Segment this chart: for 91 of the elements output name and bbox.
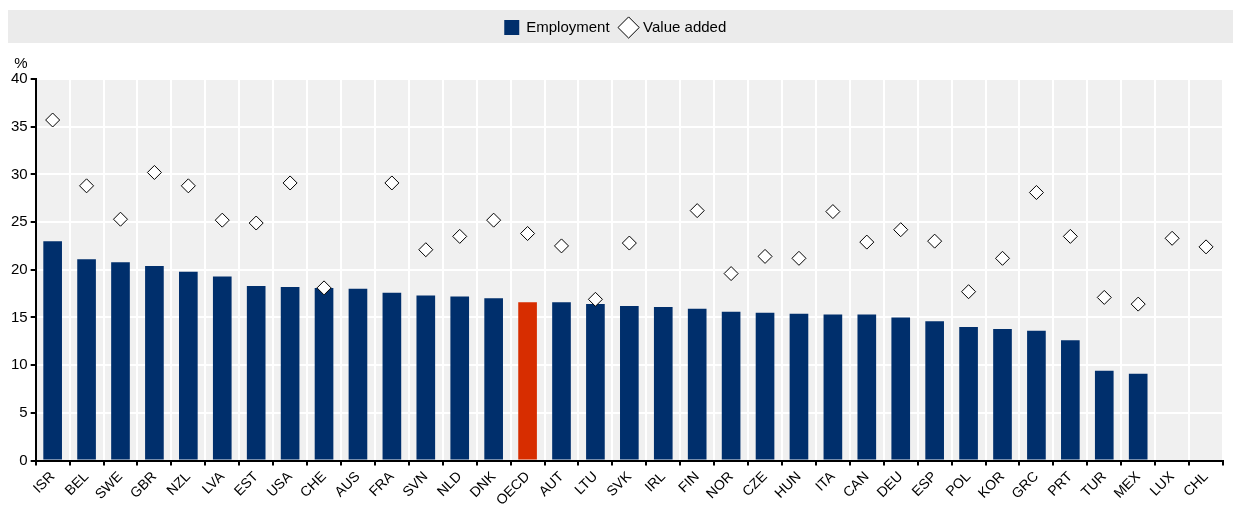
point — [893, 222, 909, 238]
y-tick-label: 25 — [11, 212, 28, 230]
bar — [348, 288, 368, 460]
point — [1198, 239, 1214, 255]
point — [1164, 230, 1180, 246]
bar — [721, 311, 741, 460]
bar — [246, 285, 266, 460]
legend-label: Value added — [643, 17, 727, 35]
point — [1130, 296, 1146, 312]
point — [961, 284, 977, 300]
bar — [1061, 340, 1080, 460]
x-tick-label: NZL — [163, 467, 194, 499]
bar — [993, 328, 1012, 460]
bar — [891, 317, 911, 460]
point — [791, 250, 807, 266]
legend-label: Employment — [526, 17, 611, 35]
y-tick-label: 10 — [11, 355, 28, 373]
x-tick-label: FIN — [674, 468, 703, 496]
bar — [43, 241, 62, 460]
point — [1096, 289, 1112, 305]
bar — [518, 302, 537, 460]
point — [587, 291, 603, 307]
point — [248, 215, 264, 231]
point — [825, 204, 841, 220]
point — [146, 164, 162, 180]
point — [520, 226, 536, 242]
point — [927, 233, 943, 249]
y-tick-label: 35 — [11, 116, 28, 134]
point — [316, 280, 332, 296]
x-tick-label: USA — [263, 467, 296, 500]
y-tick-label: 5 — [19, 402, 28, 420]
bar — [111, 262, 130, 460]
x-tick-label: ISR — [29, 468, 58, 496]
point — [621, 235, 637, 251]
bar — [552, 302, 571, 460]
bar — [314, 287, 334, 460]
point — [79, 178, 95, 194]
y-tick-label: 15 — [11, 307, 28, 325]
x-tick-label: TUR — [1077, 468, 1110, 500]
x-tick-label: POL — [942, 467, 974, 500]
point — [689, 203, 705, 219]
bar — [179, 271, 198, 460]
x-tick-label: CHL — [1179, 467, 1212, 500]
point — [282, 175, 298, 191]
point — [112, 211, 128, 227]
x-tick-label: IRL — [641, 467, 669, 495]
bar — [382, 292, 402, 460]
bar — [586, 304, 605, 460]
bar — [1094, 370, 1114, 460]
bar — [145, 265, 164, 460]
y-tick-label: 20 — [11, 259, 28, 277]
x-tick-label: BEL — [61, 467, 92, 499]
bar — [1027, 330, 1046, 460]
bar — [857, 314, 877, 460]
bar — [212, 276, 232, 460]
point — [45, 112, 61, 128]
point — [180, 178, 196, 194]
bar — [484, 298, 503, 460]
point — [384, 175, 400, 191]
point — [995, 250, 1010, 266]
point — [214, 212, 230, 228]
y-tick-label: 40 — [11, 69, 28, 87]
y-axis-title: % — [14, 53, 28, 71]
point — [554, 238, 569, 254]
bar — [77, 259, 96, 460]
bar — [653, 306, 673, 460]
x-tick-label: FRA — [365, 467, 398, 500]
y-tick-label: 0 — [19, 450, 28, 468]
bar — [755, 312, 775, 460]
y-tick-label: 30 — [11, 164, 28, 182]
point — [486, 212, 502, 228]
bar — [925, 321, 944, 460]
bar — [959, 326, 978, 460]
point — [452, 228, 468, 244]
bar — [416, 295, 436, 460]
point — [1062, 228, 1078, 244]
point — [723, 266, 739, 282]
point — [1028, 185, 1044, 200]
x-tick-label: LTU — [570, 468, 601, 498]
bar — [450, 296, 470, 460]
bar — [687, 308, 707, 460]
x-tick-label: ITA — [811, 467, 839, 494]
x-tick-label: LVA — [198, 467, 228, 497]
bar — [789, 313, 809, 460]
point — [418, 242, 434, 258]
point — [757, 248, 773, 264]
bar — [620, 306, 639, 460]
bar — [1128, 373, 1148, 460]
bar — [280, 286, 300, 460]
bar — [823, 314, 843, 460]
point — [859, 234, 875, 250]
